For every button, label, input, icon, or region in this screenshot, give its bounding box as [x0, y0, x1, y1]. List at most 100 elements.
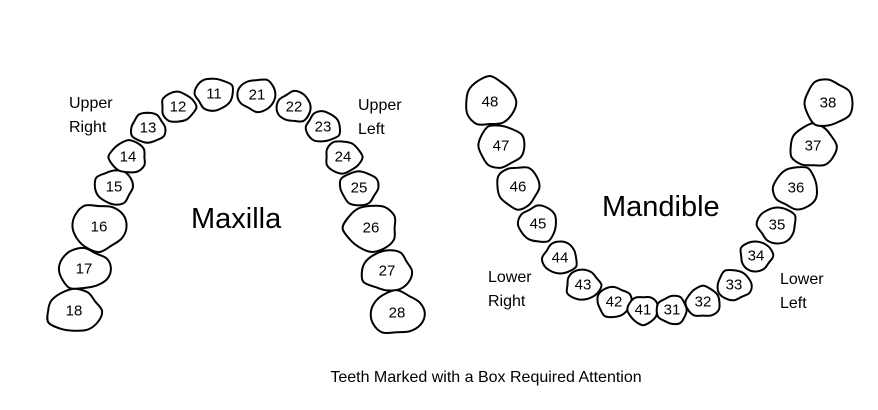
maxilla-tooth-12: 12	[161, 90, 198, 123]
tooth-number: 36	[788, 180, 805, 197]
mandible-tooth-31: 31	[655, 294, 688, 326]
tooth-outline	[655, 294, 688, 326]
tooth-outline	[71, 204, 128, 254]
upper-right-label-line1: Upper	[69, 95, 113, 112]
tooth-outline	[789, 122, 838, 167]
lower-left-label-line2: Left	[780, 295, 807, 312]
tooth-outline	[626, 295, 659, 327]
maxilla-tooth-25: 25	[338, 170, 380, 207]
tooth-outline	[565, 268, 603, 301]
maxilla-tooth-26: 26	[341, 204, 397, 253]
tooth-number: 14	[120, 149, 137, 166]
tooth-number: 45	[530, 216, 547, 233]
mandible-tooth-47: 47	[477, 124, 526, 169]
tooth-number: 47	[493, 138, 510, 155]
mandible-tooth-43: 43	[565, 268, 603, 301]
mandible-tooth-37: 37	[789, 122, 838, 167]
tooth-number: 22	[286, 99, 303, 116]
upper-left-label-line1: Upper	[358, 97, 402, 114]
maxilla-tooth-28: 28	[369, 289, 426, 335]
tooth-number: 35	[769, 217, 786, 234]
tooth-number: 26	[363, 220, 380, 237]
lower-right-label-line1: Lower	[488, 269, 532, 286]
tooth-outline	[161, 90, 198, 123]
tooth-number: 32	[695, 294, 712, 311]
tooth-number: 43	[575, 277, 592, 294]
maxilla-tooth-13: 13	[130, 111, 167, 144]
tooth-number: 15	[106, 179, 123, 196]
maxilla-tooth-15: 15	[93, 169, 134, 206]
tooth-outline	[739, 240, 775, 273]
maxilla-tooth-21: 21	[236, 78, 277, 114]
maxilla-tooth-23: 23	[304, 110, 342, 143]
mandible-tooth-32: 32	[684, 284, 721, 317]
tooth-number: 27	[379, 263, 396, 280]
tooth-number: 12	[170, 99, 187, 116]
tooth-outline	[193, 77, 235, 112]
tooth-outline	[304, 110, 342, 143]
maxilla-title: Maxilla	[191, 203, 282, 235]
mandible-tooth-44: 44	[541, 240, 578, 275]
tooth-outline	[803, 78, 854, 127]
mandible-tooth-36: 36	[771, 166, 819, 211]
tooth-outline	[57, 246, 112, 290]
maxilla-tooth-22: 22	[275, 89, 312, 123]
tooth-outline	[465, 75, 518, 126]
upper-right-label-line2: Right	[69, 119, 107, 136]
tooth-number: 33	[726, 277, 743, 294]
tooth-number: 44	[552, 250, 569, 267]
tooth-outline	[716, 268, 753, 302]
tooth-number: 21	[249, 87, 266, 104]
tooth-number: 31	[664, 302, 681, 319]
tooth-outline	[46, 287, 104, 332]
tooth-number: 23	[315, 119, 332, 136]
tooth-number: 17	[76, 261, 93, 278]
mandible-tooth-41: 41	[626, 295, 659, 327]
tooth-outline	[275, 89, 312, 123]
tooth-outline	[325, 140, 364, 175]
tooth-outline	[236, 78, 277, 114]
lower-right-label-line2: Right	[488, 293, 526, 310]
tooth-outline	[107, 139, 146, 174]
tooth-outline	[477, 124, 526, 169]
tooth-outline	[516, 204, 557, 243]
tooth-number: 38	[820, 95, 837, 112]
upper-left-label-line2: Left	[358, 121, 385, 138]
tooth-outline	[130, 111, 167, 144]
tooth-outline	[496, 166, 541, 211]
tooth-number: 11	[206, 86, 222, 103]
tooth-number: 41	[635, 302, 652, 319]
maxilla-tooth-18: 18	[46, 287, 104, 332]
maxilla-tooth-14: 14	[107, 139, 146, 174]
mandible-tooth-38: 38	[803, 78, 854, 127]
mandible-tooth-45: 45	[516, 204, 557, 243]
tooth-number: 48	[482, 94, 499, 111]
tooth-number: 42	[606, 294, 623, 311]
caption: Teeth Marked with a Box Required Attenti…	[330, 369, 641, 386]
mandible-tooth-48: 48	[465, 75, 518, 126]
tooth-outline	[360, 249, 414, 292]
tooth-number: 25	[351, 180, 368, 197]
tooth-number: 18	[66, 303, 83, 320]
tooth-number: 37	[805, 138, 822, 155]
tooth-outline	[596, 285, 633, 319]
mandible-tooth-33: 33	[716, 268, 753, 302]
tooth-number: 34	[748, 248, 765, 265]
tooth-number: 28	[389, 305, 406, 322]
maxilla-tooth-17: 17	[57, 246, 112, 290]
maxilla-tooth-16: 16	[71, 204, 128, 254]
tooth-number: 24	[335, 149, 352, 166]
tooth-outline	[338, 170, 380, 207]
tooth-outline	[541, 240, 578, 275]
mandible-tooth-34: 34	[739, 240, 775, 273]
tooth-number: 13	[140, 120, 157, 137]
mandible-tooth-35: 35	[755, 206, 797, 245]
maxilla-tooth-11: 11	[193, 77, 235, 112]
tooth-outline	[771, 166, 819, 211]
maxilla-tooth-24: 24	[325, 140, 364, 175]
tooth-number: 16	[91, 219, 108, 236]
tooth-number: 46	[510, 179, 527, 196]
lower-left-label-line1: Lower	[780, 271, 824, 288]
